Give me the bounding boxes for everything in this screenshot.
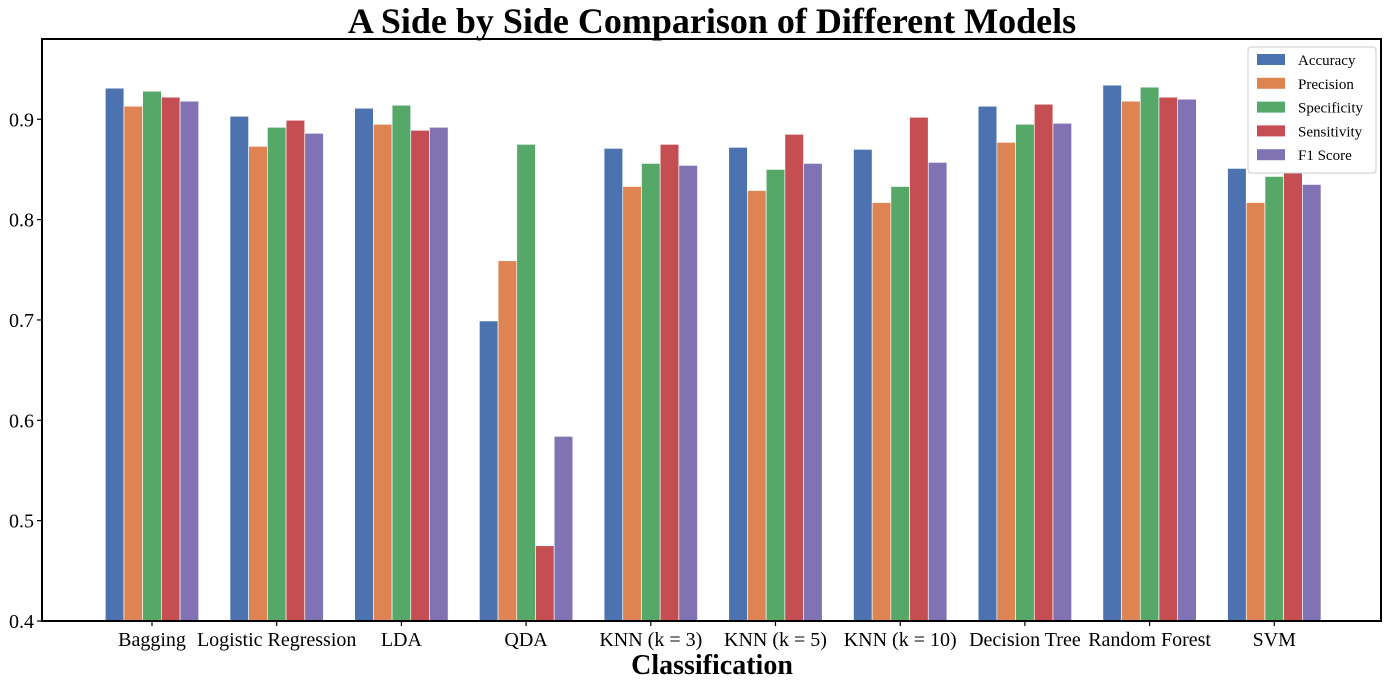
bar: [535, 545, 555, 622]
y-tick-label: 0.8: [9, 210, 34, 232]
bar: [142, 90, 162, 622]
chart-title: A Side by Side Comparison of Different M…: [348, 1, 1076, 41]
bar: [497, 260, 518, 622]
bar: [803, 163, 823, 622]
bar: [641, 163, 661, 622]
bar: [927, 162, 948, 622]
bars-group: [105, 84, 1322, 622]
bar: [516, 144, 536, 622]
bar: [1264, 176, 1284, 622]
bar: [229, 115, 249, 622]
bar: [304, 133, 324, 622]
legend-swatch: [1257, 54, 1285, 65]
bar: [373, 123, 393, 622]
bar: [429, 127, 449, 622]
bar: [678, 165, 698, 622]
bar: [853, 149, 873, 622]
legend-label: F1 Score: [1298, 148, 1352, 164]
bar: [1052, 122, 1072, 622]
bar: [728, 147, 748, 622]
legend-swatch: [1257, 101, 1285, 113]
bar: [1283, 168, 1303, 622]
bar: [622, 186, 642, 622]
bar: [977, 105, 998, 622]
bar: [1302, 184, 1322, 622]
legend-label: Sensitivity: [1298, 124, 1363, 140]
bar: [765, 169, 786, 622]
x-tick-label: Random Forest: [1088, 629, 1211, 651]
x-tick-label: Logistic Regression: [197, 629, 356, 651]
bar: [871, 202, 892, 622]
bar: [890, 186, 910, 622]
x-tick-label: LDA: [381, 629, 423, 651]
y-tick-label: 0.5: [9, 511, 34, 533]
x-axis-label: Classification: [631, 650, 793, 681]
bar: [105, 87, 125, 622]
x-tick-label: KNN (k = 10): [844, 629, 957, 651]
bar: [909, 116, 929, 622]
legend: Accuracy Precision Specificity Sensitivity F…: [1247, 46, 1377, 174]
x-tick-label: SVM: [1253, 629, 1297, 651]
bar: [410, 130, 430, 622]
bar: [784, 134, 804, 622]
bar: [1140, 86, 1160, 622]
x-tick-label: KNN (k = 5): [724, 629, 827, 651]
bar: [179, 100, 200, 622]
bar: [479, 320, 499, 622]
plot-frame: [41, 38, 1382, 622]
x-tick-label: KNN (k = 3): [599, 629, 702, 651]
bar: [161, 96, 181, 622]
x-tick-label: Decision Tree: [969, 629, 1081, 651]
bar: [1102, 84, 1122, 622]
bar: [747, 190, 767, 622]
bar: [1121, 100, 1141, 622]
x-axis-ticks: Bagging Logistic Regression LDA QDA KNN (k =…: [118, 621, 1296, 651]
legend-swatch: [1257, 77, 1285, 89]
legend-swatch: [1257, 125, 1285, 137]
bar: [285, 119, 306, 622]
bar: [1158, 96, 1178, 622]
x-tick-label: Bagging: [118, 629, 186, 651]
y-tick-label: 0.6: [9, 410, 34, 432]
legend-label: Specificity: [1298, 101, 1363, 117]
y-tick-label: 0.9: [9, 109, 34, 131]
x-tick-label: QDA: [504, 629, 548, 651]
bar: [996, 142, 1016, 622]
y-axis-ticks: 0.4 0.5 0.6 0.7 0.8 0.9: [9, 109, 42, 633]
bar: [1246, 202, 1266, 622]
y-tick-label: 0.4: [9, 611, 34, 633]
legend-swatch: [1257, 149, 1285, 161]
legend-label: Precision: [1298, 77, 1354, 93]
bar: [354, 107, 374, 622]
bar: [1177, 98, 1197, 622]
bar: [267, 127, 287, 622]
bar: [1034, 103, 1054, 622]
bar: [248, 146, 268, 622]
bar: [391, 104, 412, 622]
bar: [603, 148, 623, 622]
bar: [659, 144, 680, 622]
legend-label: Accuracy: [1298, 53, 1356, 69]
bar: [123, 105, 143, 622]
y-tick-label: 0.7: [9, 310, 34, 332]
bar: [553, 436, 574, 622]
bar: [1015, 123, 1035, 622]
bar: [1227, 168, 1247, 622]
